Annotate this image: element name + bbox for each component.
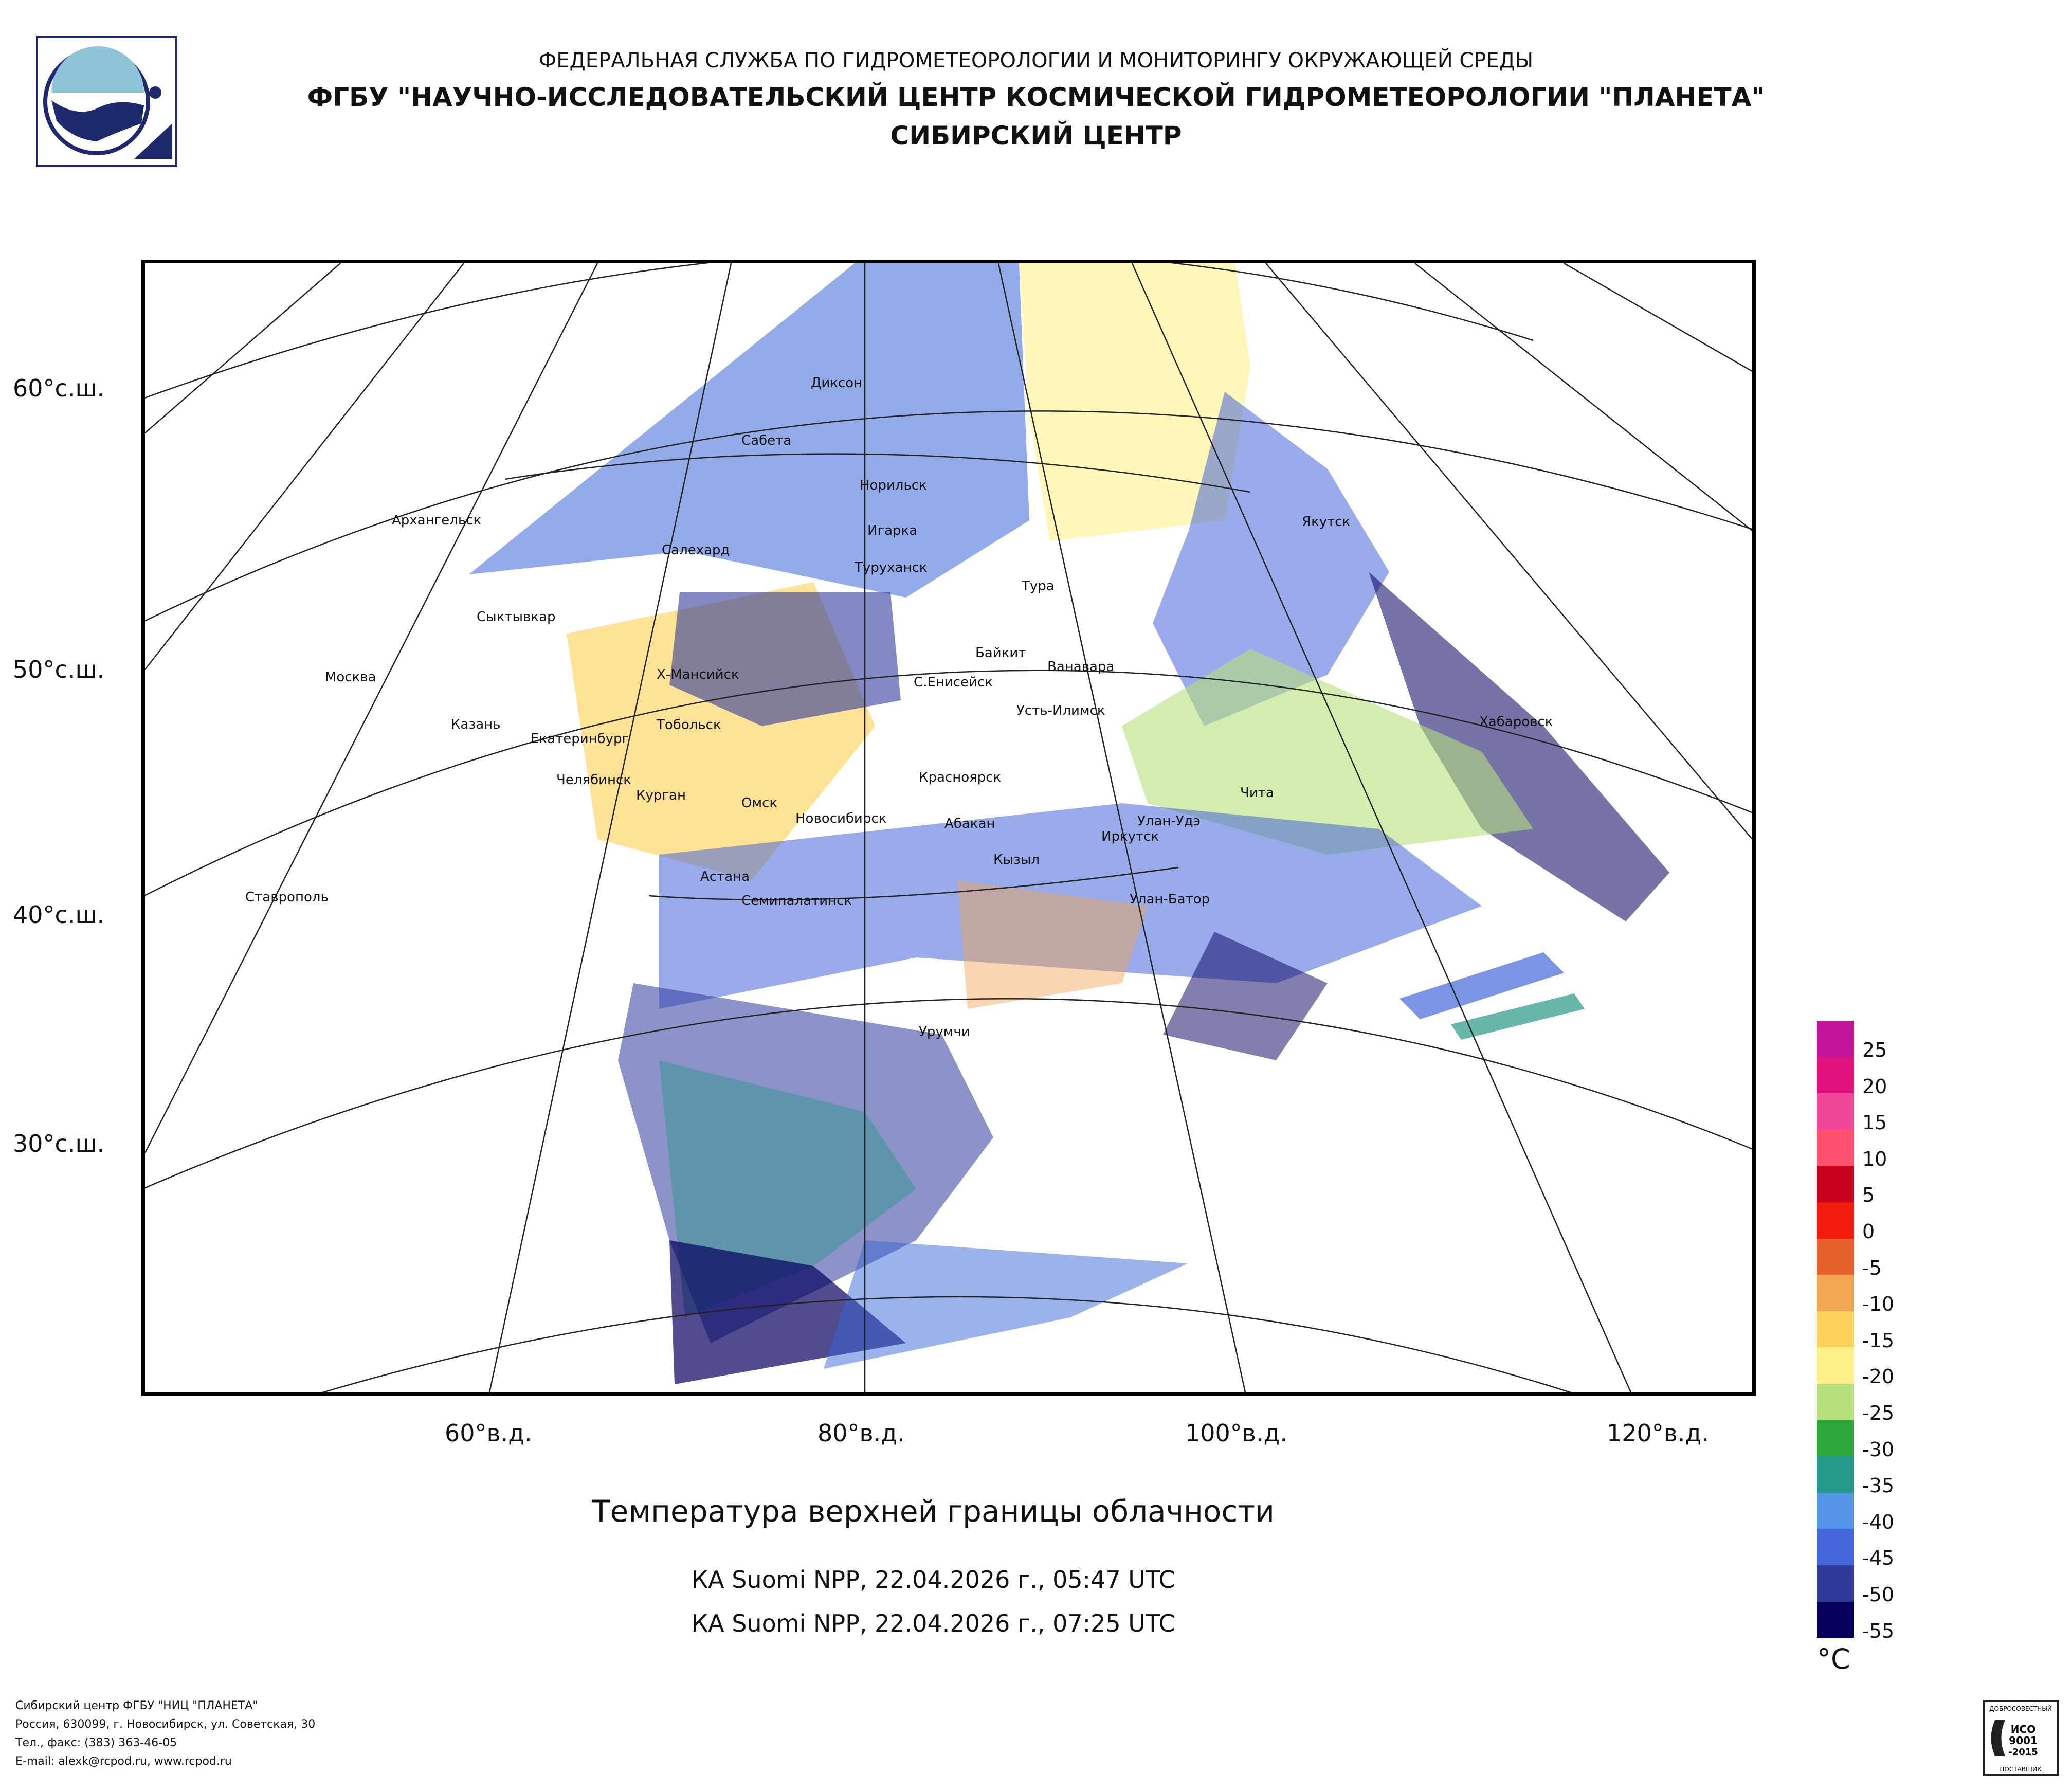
header-center: СИБИРСКИЙ ЦЕНТР <box>890 121 1182 151</box>
lon-label-120: 120°в.д. <box>1607 1419 1709 1447</box>
legend-tick-label: -45 <box>1862 1547 1895 1570</box>
legend-swatch <box>1817 1021 1854 1057</box>
legend-unit: °C <box>1817 1643 1850 1675</box>
legend-tick-label: -30 <box>1862 1438 1895 1461</box>
iso-badge: ДОБРОСОВЕСТНЫЙ ИСО 9001 -2015 ПОСТАВЩИК <box>1982 1699 2059 1777</box>
city-igarka: Игарка <box>867 523 918 538</box>
footer-address: Россия, 630099, г. Новосибирск, ул. Сове… <box>15 1718 316 1731</box>
city-ulan-ude: Улан-Удэ <box>1137 813 1201 829</box>
lat-label-60: 60°с.ш. <box>13 374 105 402</box>
legend-swatch <box>1817 1202 1854 1239</box>
city-chita: Чита <box>1240 785 1274 801</box>
legend-swatch <box>1817 1347 1854 1384</box>
city-ust-ilimsk: Усть-Илимск <box>1016 703 1105 718</box>
legend-tick-label: 0 <box>1862 1220 1875 1243</box>
city-abakan: Абакан <box>944 816 995 831</box>
city-dikson: Диксон <box>811 375 863 391</box>
legend-tick-label: -20 <box>1862 1365 1895 1388</box>
city-s-yeniseysk: С.Енисейск <box>914 675 993 690</box>
legend-tick-label: 15 <box>1862 1111 1887 1134</box>
lat-label-50: 50°с.ш. <box>13 656 105 683</box>
city-yekaterinburg: Екатеринбург <box>531 731 629 747</box>
svg-text:ИСО: ИСО <box>2011 1723 2035 1735</box>
city-ulan-bator: Улан-Батор <box>1130 892 1210 907</box>
svg-text:ПОСТАВЩИК: ПОСТАВЩИК <box>2000 1766 2042 1773</box>
city-baykit: Байкит <box>975 645 1026 661</box>
city-kurgan: Курган <box>636 788 686 803</box>
city-syktyvkar: Сыктывкар <box>477 609 556 625</box>
city-tura: Тура <box>1022 578 1055 594</box>
city-norilsk: Норильск <box>860 478 927 493</box>
svg-text:ДОБРОСОВЕСТНЫЙ: ДОБРОСОВЕСТНЫЙ <box>1989 1705 2052 1712</box>
legend-swatch <box>1817 1129 1854 1166</box>
legend-swatch <box>1817 1166 1854 1202</box>
legend-tick-label: -10 <box>1862 1293 1895 1316</box>
city-sabeta: Сабета <box>741 433 792 448</box>
lat-label-40: 40°с.ш. <box>13 901 105 929</box>
city-irkutsk: Иркутск <box>1101 829 1159 844</box>
graticule <box>145 263 1752 1392</box>
city-salekhard: Салехард <box>662 542 730 558</box>
legend-swatch <box>1817 1383 1854 1420</box>
city-novosibirsk: Новосибирск <box>795 811 887 826</box>
legend-tick-label: -35 <box>1862 1474 1895 1497</box>
lon-label-100: 100°в.д. <box>1185 1419 1287 1447</box>
city-stavropol: Ставрополь <box>245 890 329 905</box>
city-krasnoyarsk: Красноярск <box>919 770 1002 785</box>
legend-swatch <box>1817 1057 1854 1094</box>
planeta-logo <box>36 36 177 167</box>
legend-tick-label: -25 <box>1862 1402 1895 1424</box>
legend-tick-label: 25 <box>1862 1039 1887 1061</box>
city-vanavara: Ванавара <box>1047 659 1115 675</box>
city-khabarovsk: Хабаровск <box>1479 714 1553 730</box>
legend-tick-label: 20 <box>1862 1075 1887 1098</box>
legend-swatch <box>1817 1492 1854 1529</box>
legend-swatch <box>1817 1238 1854 1275</box>
legend-tick-label: -5 <box>1862 1256 1882 1279</box>
legend-tick-label: 5 <box>1862 1184 1875 1207</box>
city-omsk: Омск <box>741 795 778 811</box>
satellite-map: Диксон Сабета Норильск Игарка Архангельс… <box>141 260 1756 1396</box>
city-chelyabinsk: Челябинск <box>556 772 632 788</box>
city-kyzyl: Кызыл <box>993 852 1040 867</box>
legend-tick-label: -40 <box>1862 1510 1895 1533</box>
color-legend <box>1817 1021 1854 1638</box>
pass-1: КА Suomi NPP, 22.04.2026 г., 05:47 UTC <box>691 1566 1175 1594</box>
legend-swatch <box>1817 1456 1854 1493</box>
city-semipalatinsk: Семипалатинск <box>741 893 852 909</box>
city-tobolsk: Тобольск <box>657 717 721 733</box>
header-institute: ФГБУ "НАУЧНО-ИССЛЕДОВАТЕЛЬСКИЙ ЦЕНТР КОС… <box>307 82 1765 112</box>
lon-label-80: 80°в.д. <box>817 1419 905 1447</box>
legend-tick-label: -15 <box>1862 1329 1895 1352</box>
city-turukhansk: Туруханск <box>855 560 928 575</box>
header-agency: ФЕДЕРАЛЬНАЯ СЛУЖБА ПО ГИДРОМЕТЕОРОЛОГИИ … <box>538 49 1534 73</box>
lon-label-60: 60°в.д. <box>445 1419 532 1447</box>
legend-tick-label: 10 <box>1862 1147 1887 1170</box>
legend-tick-label: -50 <box>1862 1583 1895 1606</box>
legend-swatch <box>1817 1275 1854 1311</box>
legend-tick-label: -55 <box>1862 1619 1895 1642</box>
city-urumqi: Урумчи <box>919 1024 970 1040</box>
svg-text:9001: 9001 <box>2009 1734 2038 1747</box>
legend-swatch <box>1817 1311 1854 1348</box>
svg-text:-2015: -2015 <box>2008 1747 2038 1758</box>
pass-2: КА Suomi NPP, 22.04.2026 г., 07:25 UTC <box>691 1609 1175 1637</box>
city-moscow: Москва <box>325 670 376 685</box>
city-arkhangelsk: Архангельск <box>392 513 482 528</box>
city-khanty-mansiysk: Х-Мансийск <box>657 667 739 682</box>
city-yakutsk: Якутск <box>1302 514 1351 530</box>
legend-swatch <box>1817 1601 1854 1638</box>
footer-email: E-mail: alexk@rcpod.ru, www.rcpod.ru <box>15 1755 232 1768</box>
city-kazan: Казань <box>451 717 501 732</box>
footer-phone: Тел., факс: (383) 363-46-05 <box>15 1736 177 1749</box>
footer-org: Сибирский центр ФГБУ "НИЦ "ПЛАНЕТА" <box>15 1699 258 1712</box>
legend-swatch <box>1817 1420 1854 1457</box>
map-canvas <box>145 263 1752 1392</box>
lat-label-30: 30°с.ш. <box>13 1130 105 1157</box>
legend-swatch <box>1817 1565 1854 1602</box>
legend-swatch <box>1817 1093 1854 1130</box>
legend-swatch <box>1817 1529 1854 1565</box>
city-astana: Астана <box>700 869 750 884</box>
product-title: Температура верхней границы облачности <box>592 1494 1275 1529</box>
